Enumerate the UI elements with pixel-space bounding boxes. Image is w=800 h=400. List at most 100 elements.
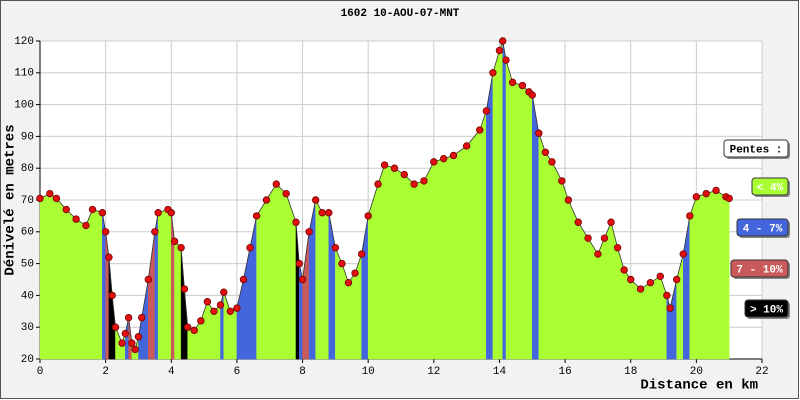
point [499,37,507,45]
point [364,212,372,220]
slope-segment [466,129,481,360]
slope-segment [705,190,717,360]
point [331,243,340,252]
point [541,148,550,156]
slope-segment [276,183,287,360]
point [298,275,307,284]
slope-segment [377,164,385,360]
point [151,228,159,236]
x-tick-label: 22 [755,366,768,378]
point [62,205,70,214]
point [692,193,701,201]
y-tick-label: 100 [14,100,34,112]
slope-segment [453,145,467,360]
y-tick-label: 110 [14,68,34,80]
point [154,209,162,217]
slope-segment [640,282,651,360]
point [272,180,280,188]
slope-segment [423,161,435,360]
slope-segment [538,133,546,360]
point [226,307,235,315]
point [262,196,271,204]
point [686,212,694,220]
point [400,170,408,179]
point [548,158,556,166]
point [607,218,615,226]
slope-segment [266,183,277,360]
slope-segment [230,307,238,360]
y-tick-label: 50 [21,259,34,271]
point [508,78,517,87]
slope-segment [443,155,454,360]
point [131,345,139,354]
point [462,142,471,150]
point [101,228,110,236]
point [210,307,218,315]
slope-segment [725,196,730,360]
point [134,333,143,341]
point [535,129,543,137]
point [600,234,609,242]
chart-title: 1602 10-AOU-07-MNT [341,8,460,20]
point [36,194,44,203]
x-tick-label: 6 [234,366,241,378]
slope-segment [577,221,589,360]
slope-segment [545,151,553,360]
point [374,180,382,188]
x-axis-label: Distance en km [640,378,758,394]
slope-segment [528,91,533,360]
slope-segment [85,209,93,360]
legend-item: 4 - 7% [743,223,783,235]
y-tick-label: 120 [14,36,34,48]
x-tick-label: 2 [102,366,109,378]
point [679,250,687,258]
slope-segment [321,212,330,360]
y-tick-label: 40 [21,290,34,302]
point [410,180,418,188]
x-tick-label: 18 [624,366,637,378]
point [124,313,133,322]
slope-segment [499,40,503,360]
slope-segment [696,193,707,360]
slope-segment [479,110,487,360]
point [420,177,428,185]
slope-segment [174,240,182,360]
point [646,278,655,287]
legend-item: < 4% [757,182,784,194]
point [558,177,566,185]
point [220,288,228,296]
point [613,243,622,252]
point [656,272,664,281]
point [216,301,225,309]
slope-segment [56,197,67,360]
slope-segment [486,72,494,360]
point [528,91,536,99]
point [666,304,674,312]
legend-title: Pentes : [730,144,783,156]
slope-segment [492,50,500,360]
point [180,285,189,293]
point [430,158,438,166]
point [351,269,359,277]
point [305,228,313,236]
x-tick-label: 20 [690,366,703,378]
point [627,275,635,284]
point [88,205,97,214]
x-tick-label: 12 [427,366,440,378]
point [295,259,303,268]
slope-segment [167,208,172,360]
point [111,323,120,331]
point [108,291,116,300]
point [144,275,152,284]
slope-segment [75,218,87,360]
y-tick-label: 60 [21,227,34,239]
point [197,317,205,325]
point [482,107,491,115]
point [128,339,136,347]
slope-segment [551,161,563,360]
point [344,278,353,287]
legend-item-box [751,177,789,196]
y-tick-label: 70 [21,195,34,207]
legend-item-box [744,299,789,318]
